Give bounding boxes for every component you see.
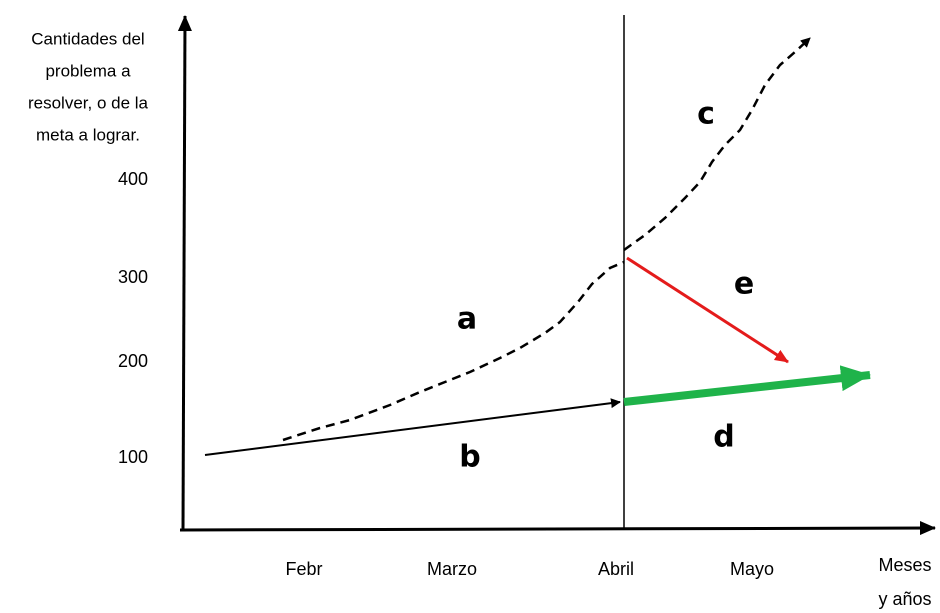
x-label: Mayo [730,559,774,579]
y-label: 100 [118,447,148,467]
y-label: 200 [118,351,148,371]
y-label: 400 [118,169,148,189]
y-label: 300 [118,267,148,287]
x-axis-title: Meses [878,555,931,575]
curve-a [282,260,625,442]
y-axis-title: problema a [45,61,131,80]
y-axis [177,15,192,531]
arrow-d [623,365,871,406]
arrow-e [626,256,789,364]
x-axis [179,521,936,536]
curve-label: b [459,440,480,475]
curve-label: e [734,267,754,302]
x-label: Marzo [427,559,477,579]
line-b [204,398,621,456]
curve-label: d [713,420,734,455]
curve-label: c [697,97,715,132]
y-axis-title: meta a lograr. [36,125,140,144]
x-label: Febr [285,559,322,579]
x-label: Abril [598,559,634,579]
x-axis-title: y años [878,589,931,609]
curve-label: a [457,302,477,337]
y-axis-title: Cantidades del [31,29,144,48]
curve-c [623,37,811,252]
y-axis-title: resolver, o de la [28,93,149,112]
